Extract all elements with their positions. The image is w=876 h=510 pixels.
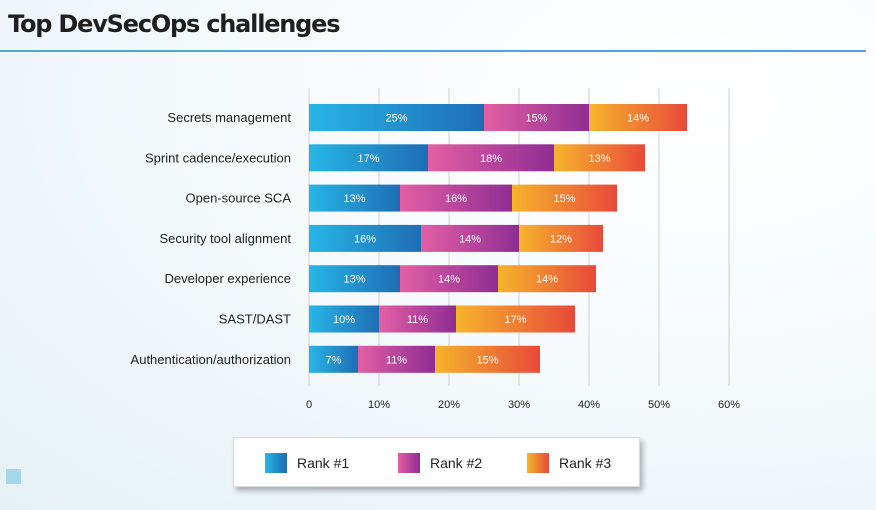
bar-segment-rank1	[309, 305, 379, 333]
bar-value-label: 13%	[343, 274, 365, 286]
category-label: Developer experience	[165, 271, 291, 286]
x-tick-label: 60%	[718, 399, 740, 411]
bar-value-label: 14%	[459, 233, 481, 245]
legend-item-rank2: Rank #2	[398, 453, 482, 473]
legend-item-rank1: Rank #1	[265, 453, 349, 473]
bar-segment-rank2	[484, 104, 589, 131]
category-label: Secrets management	[167, 110, 291, 125]
bar-value-label: 16%	[354, 233, 376, 245]
bar-value-label: 11%	[386, 354, 407, 366]
legend-item-rank3: Rank #3	[527, 453, 611, 473]
bar-segment-rank1	[309, 265, 400, 293]
bar-segment-rank3	[498, 265, 596, 293]
bar-value-label: 15%	[525, 113, 547, 125]
bar-value-label: 11%	[407, 314, 428, 326]
bar-value-label: 15%	[553, 193, 575, 205]
x-tick-label: 10%	[368, 399, 390, 411]
bar-segment-rank1	[309, 224, 421, 252]
bars: 25% 15% 14% 17% 18% 13% 13% 16% 15% 16% 14% 12% 13% 1…	[309, 104, 687, 373]
bar-value-label: 13%	[343, 193, 365, 205]
bar-segment-rank3	[519, 224, 603, 252]
decorative-square	[6, 469, 21, 484]
bar-segment-rank2	[421, 224, 519, 252]
x-axis-tick-labels: 0 10% 20% 30% 40% 50% 60%	[306, 399, 740, 411]
bar-segment-rank1	[309, 104, 484, 131]
x-tick-label: 30%	[508, 399, 530, 411]
category-labels: Secrets management Sprint cadence/executi…	[131, 110, 292, 367]
title-divider	[0, 50, 866, 52]
bar-segment-rank2	[428, 144, 554, 172]
bar-value-label: 13%	[588, 153, 610, 165]
bar-value-label: 14%	[627, 113, 649, 125]
x-tick-label: 50%	[648, 399, 670, 411]
bar-segment-rank3	[554, 144, 645, 172]
bar-value-label: 25%	[385, 113, 407, 125]
legend: Rank #1 Rank #2 Rank #3	[233, 437, 640, 487]
bar-segment-rank3	[435, 345, 540, 373]
bar-value-label: 18%	[480, 153, 502, 165]
bar-segment-rank3	[512, 184, 617, 212]
bar-value-label: 12%	[550, 233, 572, 245]
legend-swatch-rank2	[398, 453, 420, 473]
bar-segment-rank1	[309, 184, 400, 212]
bar-segment-rank2	[400, 184, 512, 212]
bar-value-label: 15%	[476, 354, 498, 366]
category-label: Open-source SCA	[186, 191, 292, 206]
category-label: Sprint cadence/execution	[145, 150, 291, 165]
x-tick-label: 20%	[438, 399, 460, 411]
bar-segment-rank2	[379, 305, 456, 333]
legend-label: Rank #1	[297, 455, 350, 471]
bar-value-label: 10%	[333, 314, 355, 326]
bar-segment-rank2	[400, 265, 498, 293]
legend-label: Rank #3	[559, 455, 612, 471]
legend-swatch-rank3	[527, 453, 549, 473]
legend-swatch-rank1	[265, 453, 287, 473]
bar-segment-rank2	[358, 345, 435, 373]
x-tick-label: 40%	[578, 399, 600, 411]
bar-segment-rank3	[456, 305, 575, 333]
category-label: SAST/DAST	[219, 312, 291, 327]
category-label: Authentication/authorization	[131, 352, 291, 367]
grid-lines	[308, 88, 730, 386]
x-tick-label: 0	[306, 399, 312, 411]
category-label: Security tool alignment	[159, 231, 291, 246]
chart-title: Top DevSecOps challenges	[8, 10, 341, 38]
bar-value-label: 14%	[438, 274, 460, 286]
bar-value-label: 14%	[536, 274, 558, 286]
legend-label: Rank #2	[430, 455, 483, 471]
bar-value-label: 17%	[504, 314, 526, 326]
bar-value-label: 16%	[445, 193, 467, 205]
bar-segment-rank1	[309, 144, 428, 172]
bar-value-label: 7%	[326, 354, 342, 366]
bar-segment-rank3	[589, 104, 687, 131]
stacked-bar-chart: 25% 15% 14% 17% 18% 13% 13% 16% 15% 16% 14% 12% 13% 1…	[131, 88, 740, 411]
bar-value-label: 17%	[357, 153, 379, 165]
bar-segment-rank1	[309, 345, 358, 373]
